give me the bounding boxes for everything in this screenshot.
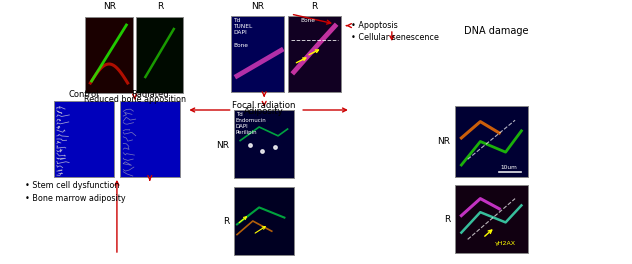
Text: 10um: 10um <box>500 165 517 170</box>
Text: Td
Endomucin
DAPI
Perilipin: Td Endomucin DAPI Perilipin <box>236 112 267 135</box>
Text: Td
TUNEL
DAPI

Bone: Td TUNEL DAPI Bone <box>233 18 252 48</box>
Bar <box>234 187 294 255</box>
Bar <box>231 16 284 92</box>
Bar <box>455 185 528 253</box>
Text: NR: NR <box>251 2 264 11</box>
Text: Control: Control <box>69 89 99 98</box>
Text: γH2AX: γH2AX <box>495 241 516 246</box>
Bar <box>120 101 180 177</box>
Text: R: R <box>311 2 317 11</box>
Bar <box>455 106 528 177</box>
Text: Bone: Bone <box>300 18 315 23</box>
Text: R: R <box>444 214 451 224</box>
Bar <box>234 187 294 255</box>
Bar <box>85 17 133 93</box>
Text: DNA damage: DNA damage <box>464 26 528 36</box>
Text: Adiposity: Adiposity <box>245 107 284 116</box>
Text: NR: NR <box>437 138 451 147</box>
Text: R: R <box>157 2 163 11</box>
Text: Radiated: Radiated <box>131 89 169 98</box>
Text: Focal radiation: Focal radiation <box>233 101 296 110</box>
Bar <box>54 101 114 177</box>
Bar <box>54 101 114 177</box>
Text: R: R <box>223 216 229 225</box>
Bar <box>234 110 294 178</box>
Bar <box>234 110 294 178</box>
Text: Reduced bone apposition: Reduced bone apposition <box>83 95 186 103</box>
Bar <box>136 17 183 93</box>
Bar <box>85 17 133 93</box>
Text: NR: NR <box>216 140 229 149</box>
Bar <box>288 16 341 92</box>
Bar <box>455 106 528 177</box>
Bar <box>288 16 341 92</box>
Text: • Stem cell dysfunction
• Bone marrow adiposity: • Stem cell dysfunction • Bone marrow ad… <box>25 181 126 203</box>
Bar <box>120 101 180 177</box>
Bar <box>455 185 528 253</box>
Text: • Apoptosis
• Cellular senescence: • Apoptosis • Cellular senescence <box>351 21 439 43</box>
Bar <box>136 17 183 93</box>
Text: NR: NR <box>103 2 116 11</box>
Bar <box>231 16 284 92</box>
